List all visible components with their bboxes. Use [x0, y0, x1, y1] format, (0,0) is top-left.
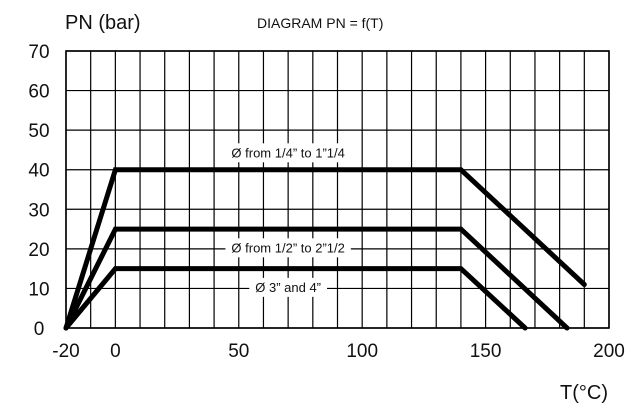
annotation-label: Ø from 1/2” to 2”1/2 — [231, 240, 344, 255]
series-line-2 — [63, 226, 570, 331]
y-tick-label: 70 — [28, 42, 49, 63]
x-tick-label: -20 — [52, 341, 79, 362]
annotation-label: Ø 3” and 4” — [255, 280, 321, 295]
x-tick-label: 50 — [228, 341, 249, 362]
series-lines — [63, 167, 587, 331]
y-tick-label: 50 — [28, 121, 49, 142]
y-tick-label: 10 — [28, 279, 49, 300]
y-tick-label: 30 — [28, 200, 49, 221]
annotations: Ø from 1/4” to 1”1/4 Ø from 1/2” to 2”1/2… — [225, 143, 351, 297]
grid — [65, 50, 610, 329]
x-tick-label: 150 — [470, 341, 502, 362]
x-tick-label: 100 — [346, 341, 378, 362]
x-axis-title: T(°C) — [560, 382, 608, 404]
chart-title: DIAGRAM PN = f(T) — [257, 15, 383, 31]
x-tick-label: 0 — [110, 341, 121, 362]
y-tick-label: 0 — [34, 319, 45, 340]
tick-labels: 0 10 20 30 40 50 60 70 -20 0 50 100 150 200 — [28, 42, 624, 362]
plot-border — [65, 50, 610, 329]
series-line-1 — [63, 167, 587, 331]
annotation-label: Ø from 1/4” to 1”1/4 — [231, 145, 344, 160]
y-tick-label: 40 — [28, 161, 49, 182]
x-tick-label: 200 — [593, 341, 625, 362]
series-line-3 — [63, 266, 528, 331]
y-tick-label: 20 — [28, 240, 49, 261]
y-tick-label: 60 — [28, 82, 49, 103]
annotation-background — [225, 238, 351, 258]
y-axis-title: PN (bar) — [65, 12, 141, 34]
annotation-background — [249, 277, 328, 297]
annotation-background — [225, 143, 351, 163]
